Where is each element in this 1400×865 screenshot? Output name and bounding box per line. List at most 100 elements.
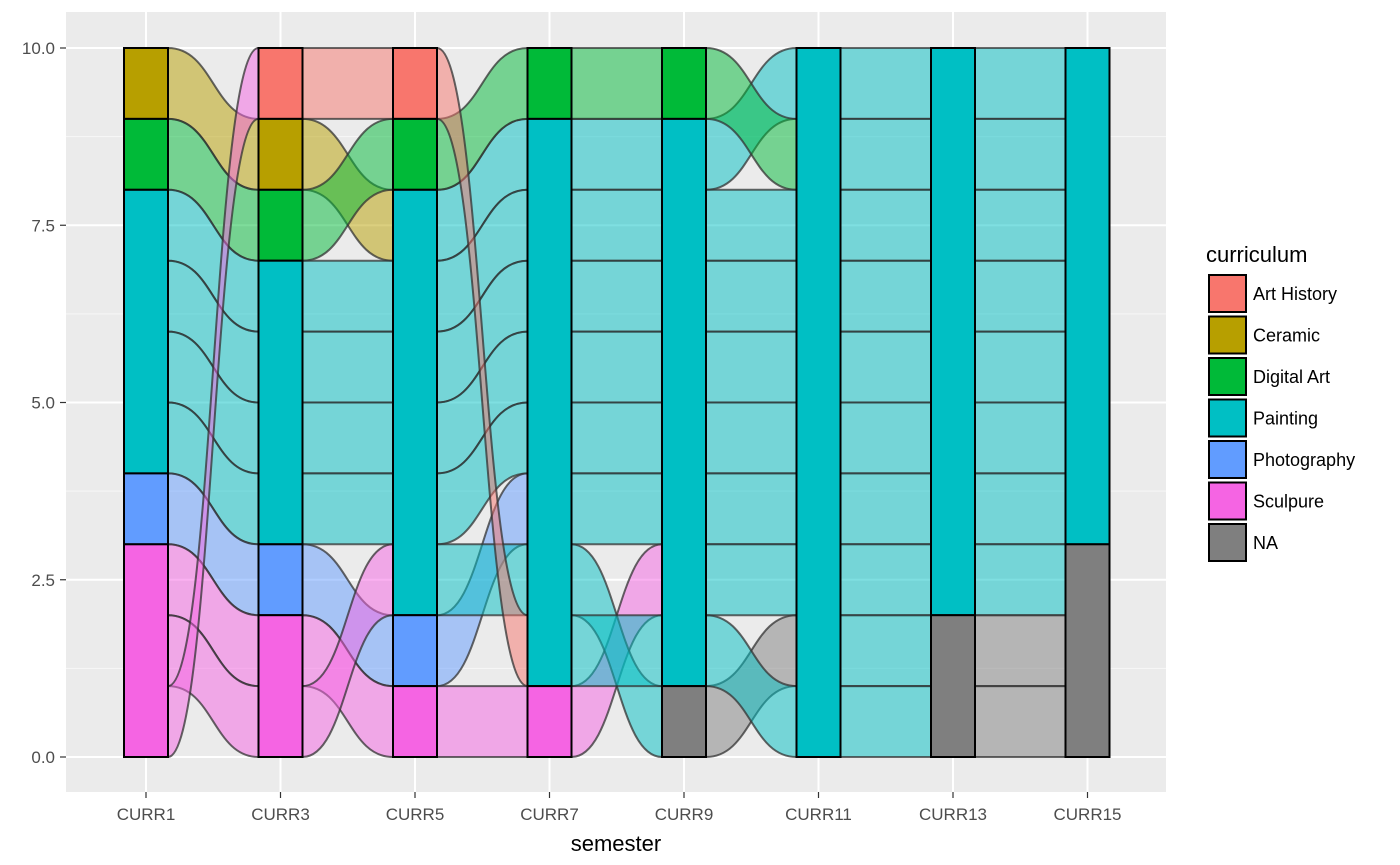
stratum-box xyxy=(930,47,976,617)
y-tick-label: 0.0 xyxy=(31,748,55,767)
flow-ribbon xyxy=(974,330,1067,404)
y-axis: 0.0 2.5 5.0 7.5 10.0 xyxy=(22,39,66,767)
flow-ribbon xyxy=(974,614,1067,688)
legend-label: Photography xyxy=(1253,450,1355,470)
stratum-box xyxy=(392,188,438,617)
legend-label: Art History xyxy=(1253,284,1337,304)
legend-swatch xyxy=(1208,481,1247,521)
flow-ribbon xyxy=(570,259,663,333)
flow-ribbon xyxy=(705,401,798,475)
stratum-box xyxy=(123,188,169,475)
stratum-box xyxy=(795,47,842,758)
legend-items: Art History Ceramic Digital Art Painting Pho… xyxy=(1208,274,1355,562)
legend-label: Sculpure xyxy=(1253,492,1324,512)
flow-ribbon xyxy=(705,472,798,546)
y-tick-label: 5.0 xyxy=(31,394,55,413)
legend-swatch xyxy=(1208,357,1247,396)
flow-ribbon xyxy=(974,117,1067,191)
flow-ribbon xyxy=(301,472,394,546)
flow-ribbon xyxy=(839,188,932,262)
flow-ribbon xyxy=(839,259,932,333)
stratum-box xyxy=(392,117,438,191)
flow-ribbon xyxy=(705,188,798,262)
stratum-box xyxy=(123,117,169,191)
stratum-box xyxy=(1064,47,1111,546)
flow-ribbon xyxy=(570,46,663,120)
stratum-box xyxy=(123,543,169,758)
flow-ribbon xyxy=(974,46,1067,120)
stratum-box xyxy=(123,47,169,120)
flow-ribbon xyxy=(839,330,932,404)
legend-swatch xyxy=(1208,523,1247,562)
stratum-box xyxy=(392,614,438,688)
stratum-box xyxy=(661,117,707,688)
x-tick-label: CURR5 xyxy=(386,805,445,824)
stratum-box xyxy=(526,47,573,120)
flows xyxy=(167,46,1067,759)
flow-ribbon xyxy=(301,330,394,404)
flow-ribbon xyxy=(570,188,663,262)
flow-ribbon xyxy=(570,117,663,191)
flow-ribbon xyxy=(974,259,1067,333)
x-axis: CURR1 CURR3 CURR5 CURR7 CURR9 CURR11 CURR13 CUR… xyxy=(117,792,1122,824)
flow-ribbon xyxy=(301,259,394,333)
x-tick-label: CURR1 xyxy=(117,805,176,824)
stratum-box xyxy=(661,685,707,758)
flow-ribbon xyxy=(974,685,1067,759)
x-tick-label: CURR9 xyxy=(655,805,714,824)
flow-ribbon xyxy=(839,117,932,191)
stratum-box xyxy=(661,47,707,120)
legend-label: Painting xyxy=(1253,409,1318,429)
flow-ribbon xyxy=(839,543,932,617)
stratum-box xyxy=(1064,543,1111,758)
x-tick-label: CURR3 xyxy=(251,805,310,824)
stratum-box xyxy=(257,614,304,759)
flow-ribbon xyxy=(570,401,663,475)
stratum-box xyxy=(526,685,573,758)
flow-ribbon xyxy=(839,401,932,475)
flow-ribbon xyxy=(974,543,1067,617)
flow-ribbon xyxy=(570,614,663,688)
legend-swatch xyxy=(1208,440,1247,479)
strata xyxy=(123,47,1111,759)
legend-label: Ceramic xyxy=(1253,326,1320,346)
stratum-box xyxy=(257,117,304,191)
stratum-box xyxy=(257,259,304,546)
flow-ribbon xyxy=(301,46,394,120)
x-tick-label: CURR15 xyxy=(1053,805,1121,824)
legend-label: Digital Art xyxy=(1253,367,1330,387)
flow-ribbon xyxy=(705,259,798,333)
y-tick-label: 2.5 xyxy=(31,571,55,590)
legend: curriculum Art History Ceramic Digital Art… xyxy=(1206,242,1355,562)
legend-title: curriculum xyxy=(1206,242,1307,267)
legend-swatch xyxy=(1208,274,1247,313)
stratum-box xyxy=(123,472,169,546)
stratum-box xyxy=(257,543,304,617)
flow-ribbon xyxy=(301,401,394,475)
stratum-box xyxy=(526,117,573,688)
legend-swatch xyxy=(1208,398,1247,438)
flow-ribbon xyxy=(974,472,1067,546)
x-tick-label: CURR7 xyxy=(520,805,579,824)
stratum-box xyxy=(257,188,304,262)
flow-ribbon xyxy=(839,685,932,759)
stratum-box xyxy=(392,47,438,120)
x-tick-label: CURR13 xyxy=(919,805,987,824)
stratum-box xyxy=(392,685,438,758)
legend-label: NA xyxy=(1253,533,1278,553)
stratum-box xyxy=(257,47,304,120)
flow-ribbon xyxy=(974,401,1067,475)
legend-swatch xyxy=(1208,315,1247,355)
stratum-box xyxy=(930,614,976,759)
flow-ribbon xyxy=(570,472,663,546)
y-tick-label: 10.0 xyxy=(22,39,55,58)
y-tick-label: 7.5 xyxy=(31,216,55,235)
flow-ribbon xyxy=(705,543,798,617)
flow-ribbon xyxy=(705,330,798,404)
flow-ribbon xyxy=(839,614,932,688)
flow-ribbon xyxy=(436,685,529,759)
x-axis-title: semester xyxy=(571,831,661,856)
flow-ribbon xyxy=(974,188,1067,262)
